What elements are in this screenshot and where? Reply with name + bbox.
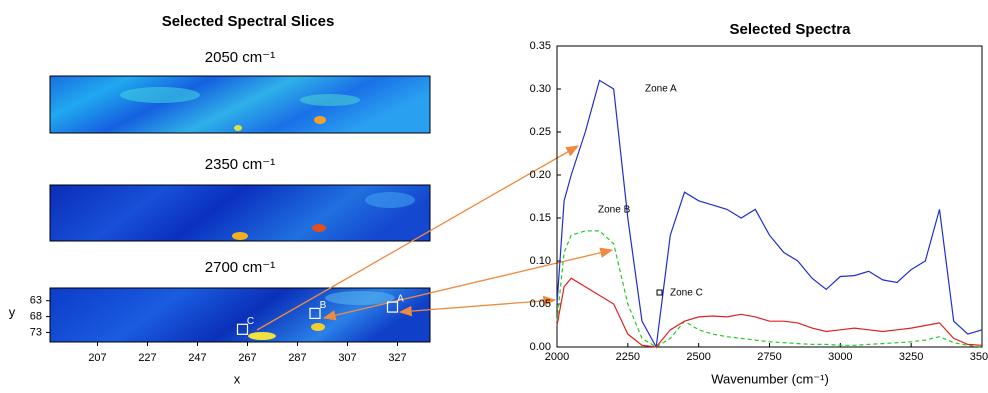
y-tick-label: 68 [30, 310, 42, 322]
arrow [398, 295, 557, 317]
texture [120, 87, 200, 103]
arrow [322, 247, 614, 321]
arrow [256, 145, 580, 331]
hot-spot [232, 232, 248, 240]
x-axis-label: Wavenumber (cm⁻¹) [711, 371, 829, 386]
zone-marker-label: C [247, 316, 254, 327]
x-tick-label: 3000 [828, 351, 852, 363]
x-tick-label: 2000 [545, 351, 569, 363]
y-tick-label: 0.10 [530, 255, 551, 267]
hot-spot [314, 116, 326, 124]
zone-label: Zone C [670, 288, 703, 299]
zone-label: Zone B [598, 205, 631, 216]
x-tick-label: 327 [388, 352, 406, 364]
texture [300, 94, 360, 106]
zone-marker-label: A [397, 294, 404, 305]
x-tick-label: 2500 [686, 351, 710, 363]
zone-label-icon [656, 289, 663, 296]
y-tick-label: 0.15 [530, 212, 551, 224]
x-tick-label: 287 [288, 352, 306, 364]
zone-label: Zone A [645, 84, 677, 95]
x-tick-label: 267 [238, 352, 256, 364]
plot-frame [556, 45, 983, 348]
texture [325, 291, 395, 305]
chart-title: Selected Spectra [730, 21, 852, 38]
y-tick-label: 0.25 [530, 126, 551, 138]
y-tick-label: 73 [30, 326, 42, 338]
panel-title: Selected Spectral Slices [162, 13, 335, 30]
y-tick-label: 0.30 [530, 83, 551, 95]
y-tick-label: 63 [30, 295, 42, 307]
y-tick-label: 0.00 [530, 341, 551, 353]
slice-label: 2350 cm⁻¹ [205, 156, 275, 173]
x-axis-label: x [234, 371, 241, 386]
zone-marker [236, 323, 249, 335]
hot-spot [248, 332, 276, 340]
x-tick-label: 3250 [899, 351, 923, 363]
zone-marker-label: B [320, 300, 327, 311]
slice-label: 2700 cm⁻¹ [205, 259, 275, 276]
x-tick-label: 2250 [616, 351, 640, 363]
slice-image [49, 75, 431, 134]
texture [365, 192, 415, 208]
spectrum-line [556, 79, 983, 349]
y-axis-label: y [9, 304, 16, 319]
y-tick-label: 0.20 [530, 169, 551, 181]
hot-spot [234, 125, 242, 131]
x-tick-label: 307 [338, 352, 356, 364]
y-tick-label: 0.35 [530, 40, 551, 52]
x-tick-label: 207 [88, 352, 106, 364]
slice-label: 2050 cm⁻¹ [205, 49, 275, 66]
hot-spot [312, 224, 326, 232]
zone-marker [386, 301, 399, 313]
slice-images [49, 75, 431, 343]
slice-image [49, 184, 431, 242]
x-tick-label: 247 [188, 352, 206, 364]
zone-marker [309, 307, 321, 320]
spectrum-line [556, 230, 983, 348]
y-tick-label: 0.05 [530, 298, 551, 310]
x-tick-label: 227 [138, 352, 156, 364]
hot-spot [311, 323, 325, 331]
arrows [256, 145, 614, 331]
x-tick-label: 2750 [757, 351, 781, 363]
spectrum-line [556, 277, 983, 348]
